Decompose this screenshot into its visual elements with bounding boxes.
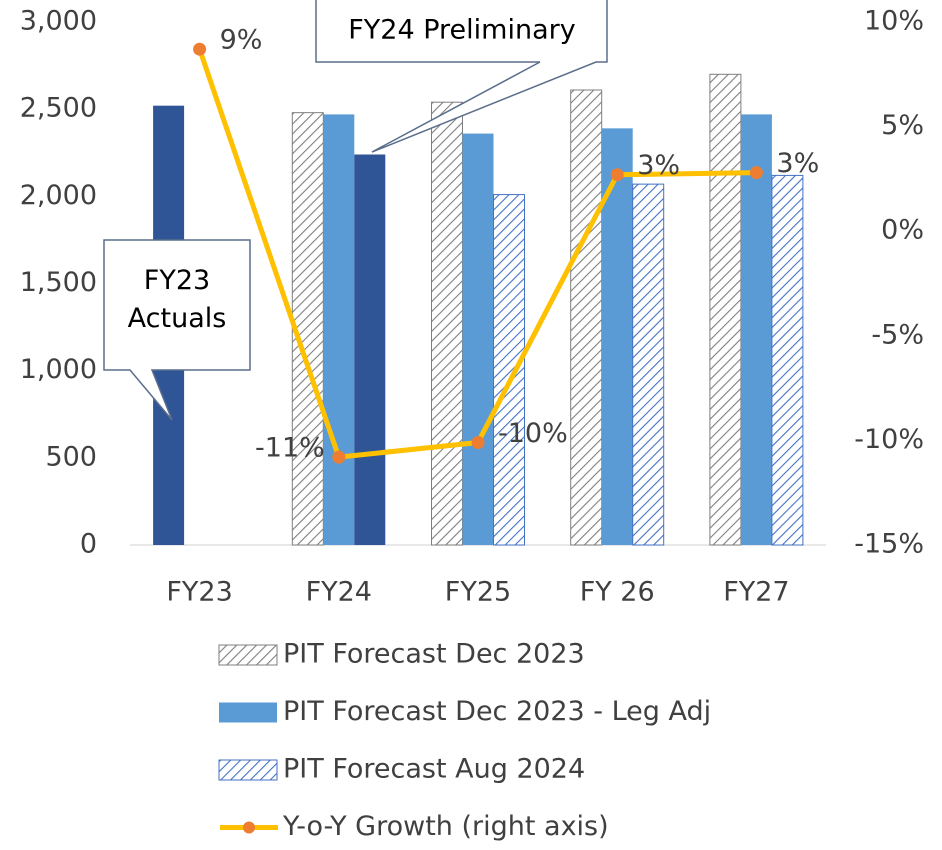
- y-tick-label: 1,000: [20, 354, 97, 385]
- callout-text: FY23 Actuals: [127, 265, 227, 334]
- legend-label: PIT Forecast Dec 2023 - Leg Adj: [283, 696, 711, 727]
- callout-box: [315, 0, 608, 153]
- bar: [431, 101, 463, 546]
- y2-tick-label: 10%: [864, 6, 924, 37]
- x-tick-label: FY24: [306, 577, 372, 608]
- bar: [354, 154, 386, 545]
- legend-label: Y-o-Y Growth (right axis): [282, 811, 609, 842]
- x-tick-label: FY27: [723, 577, 789, 608]
- bar: [493, 194, 525, 546]
- data-label: -10%: [498, 418, 568, 449]
- legend-marker: [243, 821, 255, 834]
- bar: [771, 174, 804, 546]
- callout-wrap: FY23 Actuals: [127, 265, 227, 334]
- callout-box: [103, 239, 251, 421]
- data-label: 3%: [637, 150, 680, 181]
- bar: [740, 114, 772, 545]
- growth-marker: [749, 166, 763, 180]
- y-tick-label: 2,000: [20, 180, 97, 211]
- growth-marker: [193, 42, 207, 56]
- data-label: 3%: [776, 148, 819, 179]
- x-tick-label: FY23: [166, 577, 232, 608]
- data-label: 9%: [220, 25, 263, 56]
- bar: [709, 73, 742, 546]
- y-tick-label: 500: [45, 441, 97, 472]
- growth-marker: [471, 435, 485, 449]
- x-tick-label: FY 26: [580, 577, 655, 608]
- callout-text: FY24 Preliminary: [348, 15, 575, 46]
- y2-tick-label: -5%: [871, 319, 924, 350]
- y-tick-label: 2,500: [20, 93, 97, 124]
- growth-marker: [332, 450, 346, 464]
- y2-tick-label: 5%: [881, 110, 924, 141]
- y-tick-label: 3,000: [20, 6, 97, 37]
- x-tick-label: FY25: [445, 577, 511, 608]
- y-tick-label: 1,500: [20, 267, 97, 298]
- legend-swatch: [218, 644, 278, 666]
- bar: [632, 183, 665, 546]
- legend-swatch: [219, 702, 277, 723]
- legend-swatch: [218, 759, 278, 781]
- bar: [570, 89, 603, 546]
- legend-label: PIT Forecast Dec 2023: [283, 639, 585, 670]
- y-tick-label: 0: [80, 529, 97, 560]
- data-label: -11%: [255, 433, 325, 464]
- bar: [323, 114, 355, 545]
- legend-label: PIT Forecast Aug 2024: [283, 754, 585, 785]
- y2-tick-label: -10%: [854, 424, 924, 455]
- bar: [462, 133, 494, 545]
- growth-marker: [610, 168, 624, 182]
- y2-tick-label: -15%: [854, 529, 924, 560]
- y2-tick-label: 0%: [881, 215, 924, 246]
